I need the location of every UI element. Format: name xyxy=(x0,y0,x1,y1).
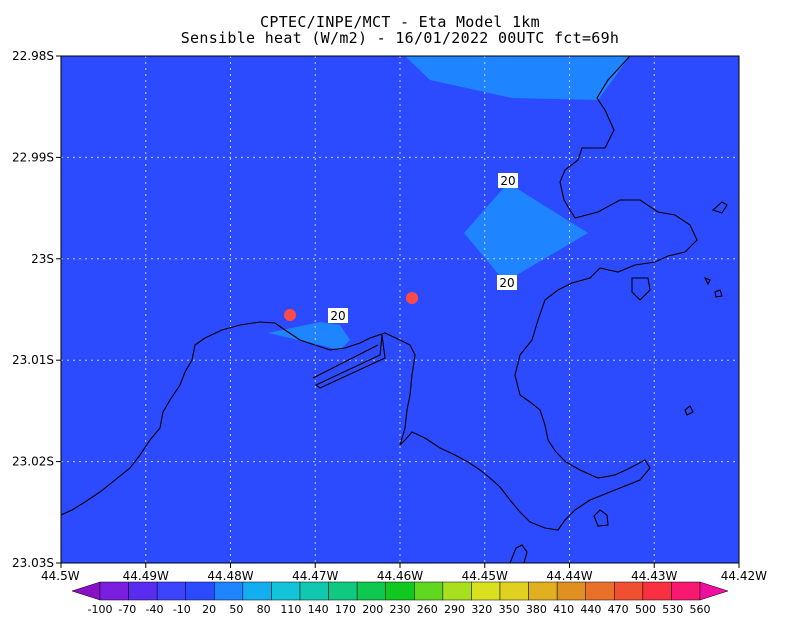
colorbar-segment xyxy=(328,581,358,601)
contour-label: 20 xyxy=(328,308,348,323)
lat-tick-label: 23S xyxy=(31,252,54,266)
colorbar-segment xyxy=(471,581,501,601)
colorbar-label: -70 xyxy=(118,603,136,616)
colorbar-segment xyxy=(499,581,529,601)
colorbar-segment xyxy=(128,581,158,601)
station-marker xyxy=(406,292,418,304)
colorbar-label: 260 xyxy=(417,603,438,616)
colorbar-segment xyxy=(299,581,329,601)
svg-text:20: 20 xyxy=(500,174,515,188)
colorbar-label: 140 xyxy=(308,603,329,616)
contour-region-top xyxy=(405,56,630,100)
lon-tick-label: 44.47W xyxy=(292,569,338,583)
lat-tick-label: 23.01S xyxy=(12,353,54,367)
colorbar-segment xyxy=(385,581,415,601)
lon-tick-label: 44.5W xyxy=(41,569,80,583)
colorbar-label: 50 xyxy=(229,603,243,616)
svg-text:20: 20 xyxy=(499,276,514,290)
colorbar-segment xyxy=(642,581,672,601)
lon-tick-label: 44.48W xyxy=(207,569,253,583)
map-subtitle: Sensible heat (W/m2) - 16/01/2022 00UTC … xyxy=(180,29,620,47)
colorbar-segment xyxy=(214,581,244,601)
colorbar-segment xyxy=(556,581,586,601)
colorbar-label: 230 xyxy=(390,603,411,616)
map-title: CPTEC/INPE/MCT - Eta Model 1km xyxy=(260,13,540,31)
colorbar-segment xyxy=(356,581,386,601)
colorbar-label: 80 xyxy=(257,603,271,616)
colorbar-segment xyxy=(442,581,472,601)
colorbar-segment xyxy=(99,581,129,601)
colorbar-segment xyxy=(156,581,186,601)
colorbar-segment xyxy=(614,581,644,601)
colorbar-label: 380 xyxy=(526,603,547,616)
lat-tick-label: 22.99S xyxy=(12,150,54,164)
lon-tick-label: 44.43W xyxy=(631,569,677,583)
colorbar-label: 170 xyxy=(335,603,356,616)
colorbar-segment xyxy=(185,581,215,601)
colorbar-label: 20 xyxy=(202,603,216,616)
colorbar-segment xyxy=(414,581,444,601)
lat-tick-label: 23.03S xyxy=(12,556,54,570)
colorbar-label: 530 xyxy=(662,603,683,616)
svg-text:20: 20 xyxy=(330,309,345,323)
colorbar-label: 560 xyxy=(690,603,711,616)
lat-tick-label: 23.02S xyxy=(12,455,54,469)
colorbar-arrow-right xyxy=(699,581,729,601)
grid-lines xyxy=(61,56,739,563)
colorbar-label: -100 xyxy=(88,603,113,616)
colorbar-label: -10 xyxy=(173,603,191,616)
colorbar-segment xyxy=(671,581,701,601)
contour-region-center xyxy=(464,183,588,282)
colorbar: -100 -70 -40 -10 20 50 80 110 140 170 200 230 260 290… xyxy=(71,581,729,616)
longitude-axis: 44.5W 44.49W 44.48W 44.47W 44.46W 44.45W 44.44… xyxy=(41,563,767,583)
colorbar-label: 290 xyxy=(444,603,465,616)
latitude-axis: 22.98S 22.99S 23S 23.01S 23.02S 23.03S xyxy=(12,49,61,570)
lon-tick-label: 44.44W xyxy=(546,569,592,583)
contour-label: 20 xyxy=(497,275,517,290)
colorbar-segment xyxy=(585,581,615,601)
contour-region-left xyxy=(268,322,350,350)
colorbar-label: 410 xyxy=(553,603,574,616)
coastline xyxy=(61,56,728,563)
colorbar-segment xyxy=(242,581,272,601)
colorbar-label: 440 xyxy=(580,603,601,616)
colorbar-label: -40 xyxy=(146,603,164,616)
colorbar-label: 320 xyxy=(471,603,492,616)
lon-tick-label: 44.49W xyxy=(123,569,169,583)
contour-labels: 20 20 20 xyxy=(328,173,518,323)
lat-tick-label: 22.98S xyxy=(12,49,54,63)
contour-label: 20 xyxy=(498,173,518,188)
colorbar-label: 110 xyxy=(280,603,301,616)
colorbar-label: 500 xyxy=(635,603,656,616)
lon-tick-label: 44.46W xyxy=(377,569,423,583)
lon-tick-label: 44.42W xyxy=(721,569,767,583)
colorbar-label: 350 xyxy=(499,603,520,616)
colorbar-segment xyxy=(528,581,558,601)
colorbar-segment xyxy=(271,581,301,601)
lon-tick-label: 44.45W xyxy=(462,569,508,583)
station-markers xyxy=(284,292,418,321)
colorbar-arrow-left xyxy=(71,581,101,601)
colorbar-label: 200 xyxy=(362,603,383,616)
station-marker xyxy=(284,309,296,321)
colorbar-label: 470 xyxy=(608,603,629,616)
